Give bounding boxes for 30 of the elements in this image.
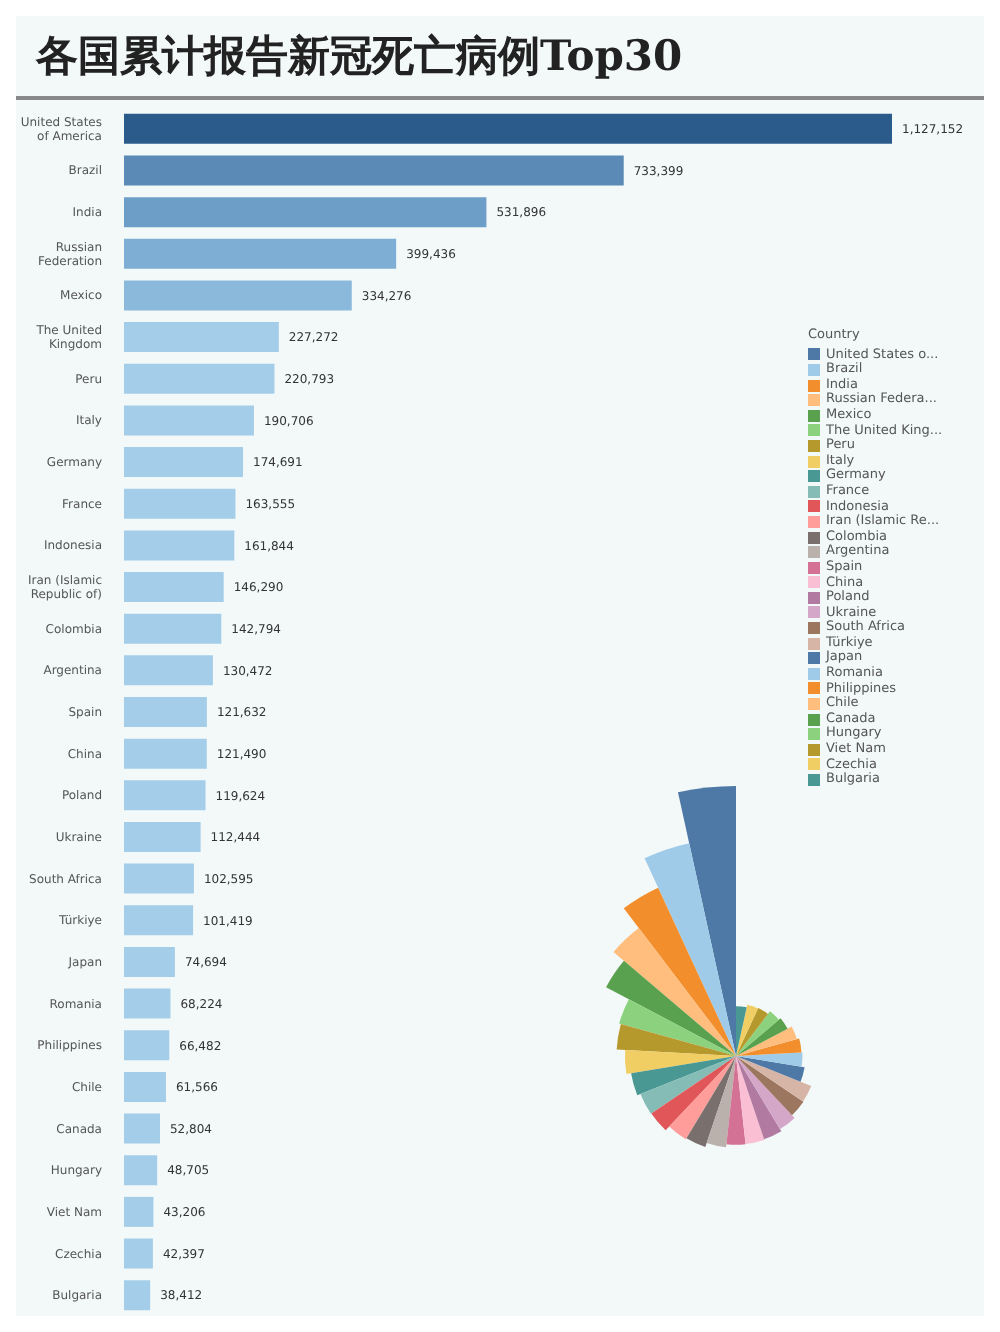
bar — [124, 197, 487, 228]
bar — [124, 697, 207, 727]
bar — [124, 1071, 166, 1102]
chart-title: 各国累计报告新冠死亡病例Top30 — [16, 16, 984, 100]
bar — [124, 238, 397, 269]
bar — [124, 1113, 160, 1144]
bar — [124, 572, 224, 603]
bar — [124, 738, 207, 769]
bar — [124, 1030, 170, 1061]
bar — [124, 405, 254, 436]
bar — [124, 1155, 158, 1186]
bar — [124, 655, 213, 686]
bar — [124, 363, 275, 394]
bar — [124, 946, 175, 977]
bar — [124, 1196, 154, 1227]
bar — [124, 280, 352, 311]
bar — [124, 821, 201, 852]
bar — [124, 613, 222, 644]
bar — [124, 322, 279, 353]
bar — [124, 155, 624, 186]
bar — [124, 1280, 151, 1311]
bar — [124, 988, 171, 1019]
bar — [124, 905, 194, 936]
bar — [124, 530, 235, 561]
bar — [124, 1238, 153, 1269]
bar — [124, 113, 892, 144]
bar — [124, 780, 206, 811]
bar — [124, 863, 194, 894]
bar — [124, 447, 244, 478]
bar — [124, 488, 236, 519]
